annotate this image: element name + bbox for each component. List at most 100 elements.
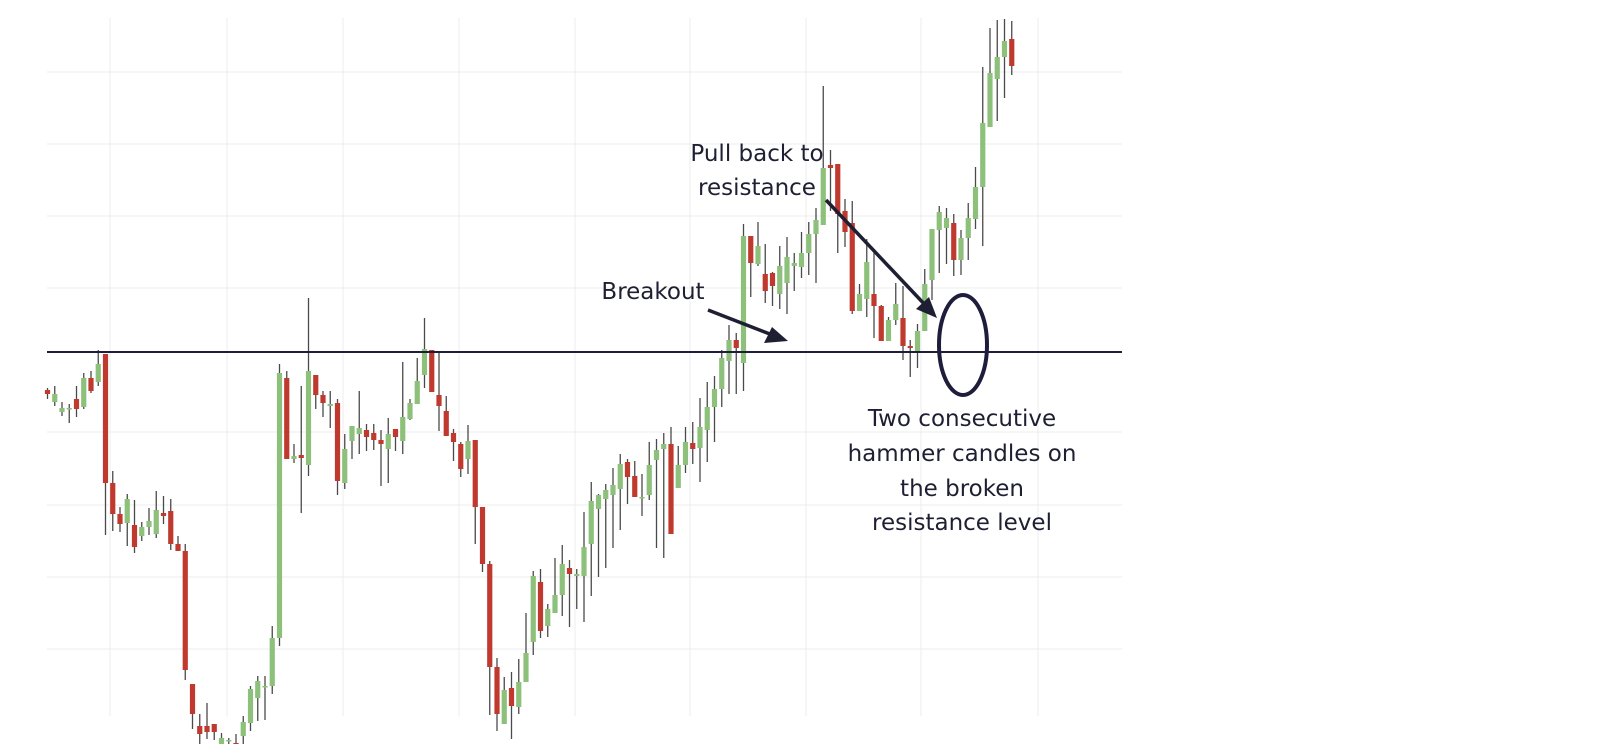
candle — [762, 244, 768, 303]
candle — [958, 230, 964, 275]
candle-body — [487, 564, 493, 667]
candle-body — [66, 408, 72, 410]
candle — [291, 444, 297, 463]
candle-body — [668, 444, 674, 534]
candle-body — [349, 426, 355, 441]
candle — [472, 440, 478, 544]
candle — [414, 358, 420, 404]
breakout-arrow — [707, 308, 788, 343]
candle-body — [516, 682, 522, 707]
candle — [247, 686, 254, 731]
candle — [73, 386, 80, 417]
candle — [537, 569, 544, 638]
candle-body — [52, 394, 58, 402]
candle-body — [856, 294, 863, 311]
candle-body — [661, 444, 667, 449]
candle — [501, 677, 507, 724]
candle-body — [102, 354, 109, 483]
candle-body — [117, 514, 123, 524]
candle-body — [719, 358, 725, 389]
candle-body — [581, 547, 587, 576]
candle-body — [255, 681, 261, 698]
candle-body — [791, 263, 797, 266]
candle-body — [226, 740, 232, 742]
candle-body — [189, 684, 196, 714]
candle — [595, 494, 602, 577]
candle — [392, 429, 399, 451]
candle — [574, 569, 580, 609]
candle — [117, 507, 123, 532]
candle-body — [139, 527, 145, 536]
candle-body — [617, 464, 623, 489]
candle — [675, 446, 681, 488]
candle-body — [545, 609, 551, 626]
candle — [284, 371, 290, 459]
candle-body — [748, 236, 754, 263]
candle-body — [835, 164, 841, 214]
candle — [378, 430, 384, 486]
candle — [465, 425, 471, 474]
hammer-label-line4: resistance level — [872, 510, 1052, 536]
candle — [972, 167, 979, 229]
candle-body — [907, 346, 913, 348]
candle-body — [269, 638, 275, 686]
candle-body — [646, 465, 652, 495]
candle-body — [530, 576, 536, 642]
candle — [806, 222, 812, 275]
candle-body — [81, 378, 87, 407]
candle — [494, 658, 500, 731]
candle — [545, 604, 551, 637]
candle — [313, 375, 319, 409]
candle-body — [88, 378, 94, 391]
candle-body — [603, 490, 609, 499]
candle-body — [494, 667, 500, 714]
candle-body — [972, 187, 979, 219]
candle-body — [762, 274, 768, 291]
candle-body — [813, 220, 819, 234]
candle-body — [682, 442, 689, 465]
candle-body — [363, 430, 370, 437]
candle — [124, 494, 130, 546]
candle-body — [893, 304, 899, 320]
candle-body — [182, 551, 188, 670]
candle-body — [124, 499, 130, 523]
candle — [334, 399, 341, 495]
hammer-label-line2: hammer candles on — [848, 441, 1077, 467]
candle — [798, 232, 805, 278]
candle-body — [697, 427, 703, 448]
candle-body — [44, 390, 51, 394]
candle-body — [632, 476, 638, 497]
candle-body — [240, 722, 246, 736]
candle-body — [110, 483, 116, 514]
candle-body — [929, 229, 935, 280]
candle — [929, 229, 935, 300]
candle-body — [421, 349, 428, 375]
candle-body — [400, 417, 406, 441]
candle-body — [755, 246, 761, 264]
candle — [624, 459, 631, 504]
candle — [827, 150, 834, 211]
candle-body — [197, 726, 203, 734]
candle — [994, 20, 1000, 121]
candle-body — [211, 724, 217, 732]
candle — [682, 427, 689, 473]
candle-body — [588, 501, 594, 544]
candle-body — [980, 123, 986, 187]
candle-body — [559, 564, 565, 595]
candle — [769, 272, 776, 306]
candle — [610, 468, 616, 548]
candle — [653, 439, 660, 548]
candle — [835, 164, 841, 253]
candle — [1009, 21, 1015, 75]
candle — [407, 399, 413, 420]
candle-body — [994, 57, 1000, 79]
candle — [436, 352, 442, 431]
candle — [965, 203, 971, 260]
candle — [704, 382, 710, 462]
candle-body — [320, 395, 326, 403]
candle — [907, 340, 913, 377]
candle-body — [342, 449, 348, 483]
candle — [733, 333, 739, 394]
candle — [936, 206, 942, 273]
candle — [603, 484, 609, 568]
